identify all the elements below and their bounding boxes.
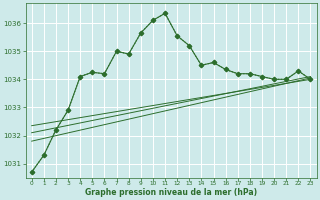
X-axis label: Graphe pression niveau de la mer (hPa): Graphe pression niveau de la mer (hPa)	[85, 188, 257, 197]
